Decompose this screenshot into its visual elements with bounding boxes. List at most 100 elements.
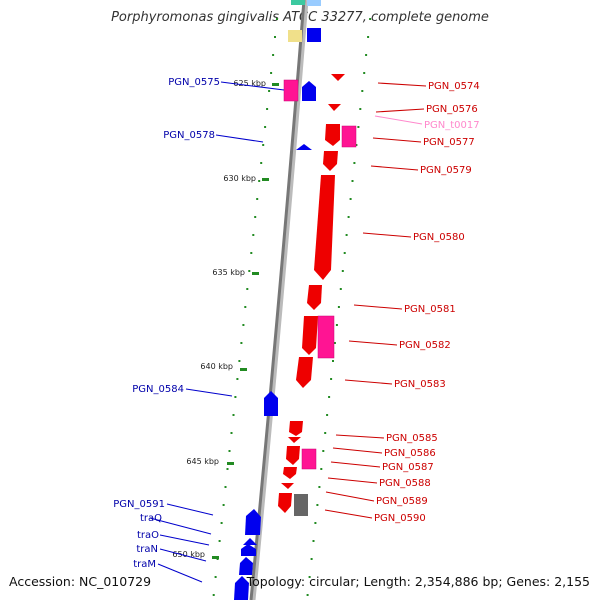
gene-label: PGN_0587: [382, 462, 434, 473]
leader-line: [324, 509, 373, 519]
gene-label: PGN_0577: [423, 137, 475, 148]
leader-line: [344, 379, 393, 385]
map-title: Porphyromonas gingivalis ATCC 33277, com…: [111, 10, 489, 25]
gene-reverse-PGN_0581: [307, 285, 322, 310]
guide-dot: [234, 396, 237, 398]
guide-dot: [232, 414, 235, 416]
scale-tick: [252, 272, 259, 275]
gene-pseudo-PGN_0586: [301, 448, 317, 470]
guide-dot: [242, 324, 245, 326]
scale-tick: [262, 178, 269, 181]
gene-feature-lightblue: [307, 0, 321, 6]
gene-label: PGN_0588: [379, 478, 431, 489]
guide-dot: [256, 198, 259, 200]
gene-reverse-PGN_0589: [278, 493, 292, 513]
guide-dot: [337, 306, 340, 308]
gene-reverse-PGN_0587: [283, 467, 297, 479]
forward-leaders: [149, 81, 285, 583]
leader-line: [375, 108, 425, 113]
guide-dot: [310, 558, 313, 560]
scale-axis: 625 kbp 630 kbp 635 kbp 640 kbp 645 kbp …: [172, 79, 279, 559]
gene-label: PGN_0589: [376, 496, 428, 507]
guide-dot: [359, 108, 362, 110]
forward-labels: PGN_0575 PGN_0578 PGN_0584 PGN_0591 traQ…: [113, 77, 220, 570]
guide-dot: [222, 504, 225, 506]
guide-dot: [339, 288, 342, 290]
guide-dot: [341, 270, 344, 272]
gene-pseudo-PGN_0577: [341, 125, 357, 148]
guide-dot: [308, 576, 311, 578]
leader-line: [220, 81, 285, 91]
leader-line: [370, 165, 419, 171]
guide-dot: [260, 162, 263, 164]
reverse-labels: PGN_0574 PGN_0576 PGN_t0017 PGN_0577 PGN…: [374, 81, 480, 524]
guide-dot: [333, 342, 336, 344]
guide-dot: [326, 414, 329, 416]
leader-line: [372, 137, 422, 143]
leader-line: [159, 548, 207, 562]
guide-dot: [254, 216, 257, 218]
scale-label: 630 kbp: [223, 174, 256, 183]
scale-tick: [240, 368, 247, 371]
gene-reverse-PGN_0588: [281, 483, 294, 489]
leader-line: [377, 82, 427, 87]
gene-label: PGN_0574: [428, 81, 480, 92]
gene-feature-teal: [291, 0, 305, 5]
guide-dots: [212, 18, 372, 596]
guide-dot: [355, 144, 358, 146]
gene-reverse-PGN_0582: [302, 316, 318, 355]
leader-line: [159, 534, 210, 546]
gene-forward-PGN_0591: [245, 509, 261, 535]
gene-label: PGN_0579: [420, 165, 472, 176]
gene-label: PGN_0585: [386, 433, 438, 444]
gene-label: PGN_0580: [413, 232, 465, 243]
guide-dot: [270, 72, 273, 74]
guide-dot: [218, 540, 221, 542]
gene-label: PGN_0582: [399, 340, 451, 351]
gene-forward-PGN_0584: [264, 391, 278, 416]
gene-label: PGN_0591: [113, 499, 165, 510]
guide-dot: [224, 486, 227, 488]
guide-dot: [244, 306, 247, 308]
leader-line: [185, 388, 233, 397]
guide-dot: [236, 378, 239, 380]
guide-dot: [226, 468, 229, 470]
scale-tick: [272, 83, 279, 86]
guide-dot: [246, 288, 249, 290]
guide-dot: [220, 522, 223, 524]
guide-dot: [353, 162, 356, 164]
gene-forward-PGN_0575: [302, 81, 316, 101]
leader-line: [327, 477, 378, 484]
guide-dot: [274, 36, 276, 38]
guide-dot: [328, 396, 331, 398]
guide-dot: [347, 216, 350, 218]
gene-label: traM: [133, 559, 156, 570]
gene-reverse-PGN_0579: [323, 151, 338, 171]
guide-dot: [365, 54, 368, 56]
scale-label: 640 kbp: [200, 362, 233, 371]
guide-dot: [332, 360, 334, 362]
gene-label: traN: [136, 544, 158, 555]
gene-forward-PGN_0578: [296, 144, 312, 150]
leader-line: [353, 304, 403, 310]
gene-label: PGN_0578: [163, 130, 215, 141]
accession-label: Accession: NC_010729: [9, 574, 152, 589]
guide-dot: [212, 594, 215, 596]
gene-forward-traQ: [243, 538, 257, 545]
reverse-leaders: [324, 82, 427, 519]
backbone-shadow: [250, 0, 309, 600]
scale-tick: [227, 462, 234, 465]
guide-dot: [361, 90, 364, 92]
guide-dot: [357, 126, 360, 128]
leader-line: [215, 134, 264, 143]
gene-reverse-PGN_0574: [331, 74, 345, 81]
scale-label: 625 kbp: [233, 79, 266, 88]
leader-line: [157, 563, 203, 583]
guide-dot: [335, 324, 338, 326]
gene-label: traQ: [140, 513, 162, 524]
guide-dot: [276, 18, 278, 20]
reverse-genes: [278, 74, 345, 513]
gene-label: PGN_0590: [374, 513, 426, 524]
guide-dot: [363, 72, 366, 74]
scale-label: 650 kbp: [172, 550, 205, 559]
